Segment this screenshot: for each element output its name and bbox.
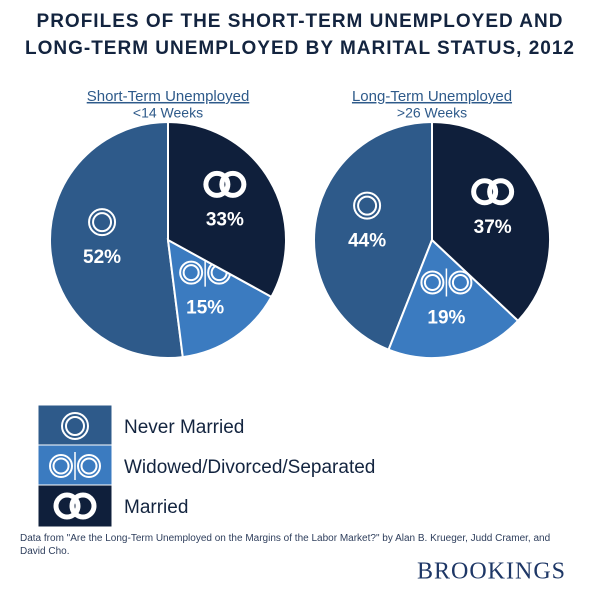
ring-icon xyxy=(487,178,515,206)
value-label: 19% xyxy=(427,308,465,329)
pie-slice xyxy=(387,238,520,359)
ring-icon xyxy=(203,170,231,198)
ring-icon xyxy=(92,212,113,233)
ring-icon xyxy=(451,273,469,291)
legend-label: Married xyxy=(124,497,188,518)
pie-title: Long-Term Unemployed xyxy=(352,88,512,105)
ring-icon xyxy=(69,492,97,520)
ring-icon xyxy=(353,191,382,220)
value-label: 37% xyxy=(474,217,512,238)
ring-icon xyxy=(53,492,81,520)
ring-icon xyxy=(448,270,473,295)
ring-icon xyxy=(61,412,89,440)
value-label: 33% xyxy=(206,209,244,230)
title-line: PROFILES OF THE SHORT-TERM UNEMPLOYED AN… xyxy=(37,11,564,32)
brand: BROOKINGS xyxy=(417,559,566,585)
legend-swatch xyxy=(37,404,113,448)
ring-icon xyxy=(471,178,499,206)
ring-icon xyxy=(219,170,247,198)
source-note: Data from "Are the Long-Term Unemployed … xyxy=(20,533,551,557)
value-label: 15% xyxy=(186,298,224,319)
value-label: 52% xyxy=(83,247,121,268)
pie-title: Short-Term Unemployed xyxy=(87,88,250,105)
ring-icon xyxy=(179,260,204,285)
legend-label: Never Married xyxy=(124,417,244,438)
pie-slice xyxy=(166,238,273,359)
ring-icon xyxy=(65,416,85,436)
legend-label: Widowed/Divorced/Separated xyxy=(124,457,375,478)
pie-slice xyxy=(49,120,184,359)
title-line: LONG-TERM UNEMPLOYED BY MARITAL STATUS, … xyxy=(25,38,575,59)
ring-icon xyxy=(52,457,70,475)
pie-slice xyxy=(431,120,551,323)
legend-swatch xyxy=(37,484,113,528)
ring-icon xyxy=(77,454,101,478)
ring-icon xyxy=(357,195,378,216)
value-label: 44% xyxy=(348,231,386,252)
ring-icon xyxy=(182,264,200,282)
ring-icon xyxy=(420,270,445,295)
pie-subtitle: >26 Weeks xyxy=(397,105,467,121)
pie-slice xyxy=(312,120,433,352)
pie-slice xyxy=(167,120,287,299)
ring-icon xyxy=(423,273,441,291)
pie-subtitle: <14 Weeks xyxy=(133,105,203,121)
ring-icon xyxy=(49,454,73,478)
ring-icon xyxy=(88,208,117,237)
ring-icon xyxy=(80,457,98,475)
